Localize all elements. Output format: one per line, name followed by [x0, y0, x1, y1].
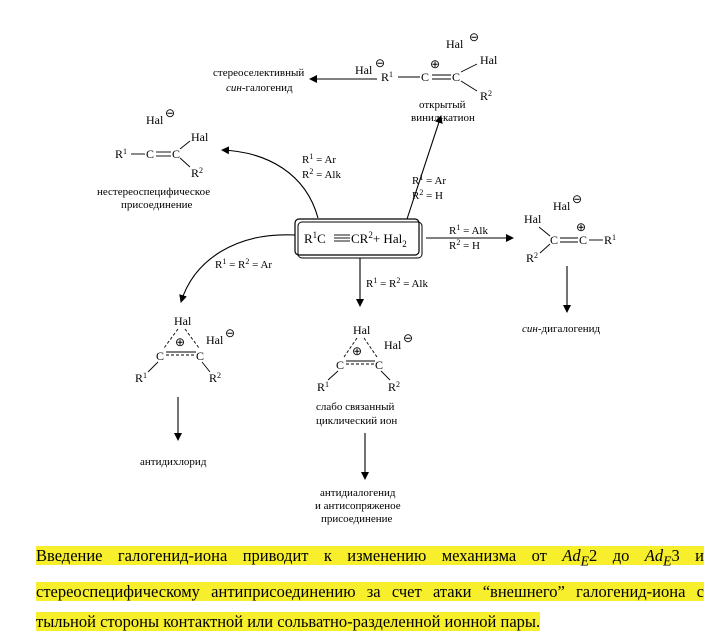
svg-text:Hal: Hal: [355, 63, 373, 77]
svg-text:C: C: [146, 147, 154, 161]
svg-text:C: C: [336, 358, 344, 372]
reactant-sup1: 1: [313, 230, 318, 240]
svg-text:C: C: [156, 349, 164, 363]
svg-text:⊖: ⊖: [572, 192, 582, 206]
caption-weak-cyclic: слабо связанный: [316, 401, 394, 413]
svg-text:R2 = Alk: R2 = Alk: [302, 167, 341, 181]
svg-text:R2 = H: R2 = H: [412, 188, 443, 202]
svg-text:⊖: ⊖: [375, 56, 385, 70]
weak-cyclic-ion: Hal Hal ⊖ ⊕ C C R1 R2 слабо связанный ци…: [315, 323, 413, 525]
svg-text:Hal: Hal: [174, 314, 192, 328]
svg-text:R1: R1: [135, 371, 147, 385]
conditions-down: R1 = R2 = Alk: [366, 276, 428, 290]
svg-text:циклический ион: циклический ион: [316, 415, 397, 427]
svg-text:⊕: ⊕: [352, 344, 362, 358]
svg-text:R1: R1: [381, 70, 393, 84]
vinyl-cation-structure: Hal ⊖ ⊕ R1 C C Hal R2 открытый винил-кат…: [381, 30, 498, 124]
caption-vinyl-cation: винил-катион: [411, 112, 475, 124]
arrow-to-vinyl-cation: [406, 115, 443, 220]
conditions-lower-left: R1 = R2 = Ar: [215, 257, 272, 271]
svg-text:⊕: ⊕: [576, 220, 586, 234]
svg-text:присоединение: присоединение: [121, 199, 193, 211]
svg-text:Hal: Hal: [480, 53, 498, 67]
svg-text:R1 = Alk: R1 = Alk: [449, 223, 488, 237]
conditions-upper-left: R1 = Ar R2 = Alk: [302, 152, 341, 181]
svg-text:R1: R1: [317, 380, 329, 394]
svg-text:⊖: ⊖: [403, 331, 413, 345]
explanation-paragraph: Введение галогенид-иона приводит к измен…: [36, 541, 704, 638]
svg-text:C: C: [550, 233, 558, 247]
svg-text:R1: R1: [115, 147, 127, 161]
svg-text:C: C: [375, 358, 383, 372]
right-cation-structure: Hal ⊖ ⊕ Hal C C R1 R2 син-дигалогенид: [522, 192, 616, 335]
arrow-to-bridged-left: [179, 234, 296, 303]
svg-text:⊖: ⊖: [225, 326, 235, 340]
reactant-box: R1C CR2+ Hal2: [294, 218, 423, 259]
svg-text:C: C: [452, 70, 460, 84]
svg-text:Hal: Hal: [524, 212, 542, 226]
reaction-scheme: R1C CR2+ Hal2 R1 = Ar R2 = H R1 = Ar R2 …: [97, 30, 616, 525]
svg-text:CR2+ Hal2: CR2+ Hal2: [351, 230, 407, 249]
svg-text:C: C: [421, 70, 429, 84]
svg-text:R2: R2: [388, 380, 400, 394]
svg-text:Hal: Hal: [206, 333, 224, 347]
svg-text:⊕: ⊕: [175, 335, 185, 349]
caption-antidihalide: антидиалогенид: [320, 487, 396, 499]
bridged-ion-left: Hal Hal ⊖ ⊕ C C R1 R2 антидихлорид: [135, 314, 235, 468]
svg-text:Hal: Hal: [384, 338, 402, 352]
svg-text:Hal: Hal: [553, 199, 571, 213]
svg-text:син-дигалогенид: син-дигалогенид: [522, 323, 600, 335]
reactant-cr2: CR: [351, 231, 369, 246]
svg-text:R2: R2: [191, 166, 203, 180]
svg-text:R1 = R2 = Ar: R1 = R2 = Ar: [215, 257, 272, 271]
hal-attack-top: Hal ⊖ стереоселективный син-галогенид: [213, 56, 385, 94]
svg-text:и антисопряженое: и антисопряженое: [315, 500, 401, 512]
svg-text:присоединение: присоединение: [321, 513, 393, 525]
svg-text:Hal: Hal: [146, 113, 164, 127]
hal-anion-label: Hal: [446, 37, 464, 51]
svg-text:⊖: ⊖: [165, 106, 175, 120]
caption-open: открытый: [419, 99, 466, 111]
svg-text:син-галогенид: син-галогенид: [226, 82, 293, 94]
minus-icon: ⊖: [469, 30, 479, 44]
svg-text:R1 = R2 = Alk: R1 = R2 = Alk: [366, 276, 428, 290]
svg-text:R1 = Ar: R1 = Ar: [412, 173, 446, 187]
caption-antidichloride: антидихлорид: [140, 456, 207, 468]
svg-text:C: C: [172, 147, 180, 161]
highlighted-text: Введение галогенид-иона приводит к измен…: [36, 546, 704, 632]
svg-text:R2: R2: [526, 251, 538, 265]
svg-text:R2: R2: [480, 89, 492, 103]
svg-text:R2 = H: R2 = H: [449, 238, 480, 252]
plus-icon: ⊕: [430, 57, 440, 71]
svg-text:C: C: [579, 233, 587, 247]
svg-text:R1C: R1C: [304, 230, 326, 246]
svg-text:R1: R1: [604, 233, 616, 247]
svg-text:Hal: Hal: [191, 130, 209, 144]
triple-bond: [334, 234, 350, 242]
arrow-to-nonstereo: [221, 146, 319, 219]
caption-nonstereo: нестереоспецифическое: [97, 186, 210, 198]
caption-stereoselective: стереоселективный: [213, 67, 304, 79]
svg-text:R1 = Ar: R1 = Ar: [302, 152, 336, 166]
svg-text:R2: R2: [209, 371, 221, 385]
reactant-r1: R: [304, 231, 313, 246]
reactant-plus-hal: + Hal: [373, 231, 403, 246]
svg-text:Hal: Hal: [353, 323, 371, 337]
svg-text:C: C: [196, 349, 204, 363]
nonstereo-structure: Hal ⊖ R1 C C Hal R2 нестереоспецифическо…: [97, 106, 210, 211]
